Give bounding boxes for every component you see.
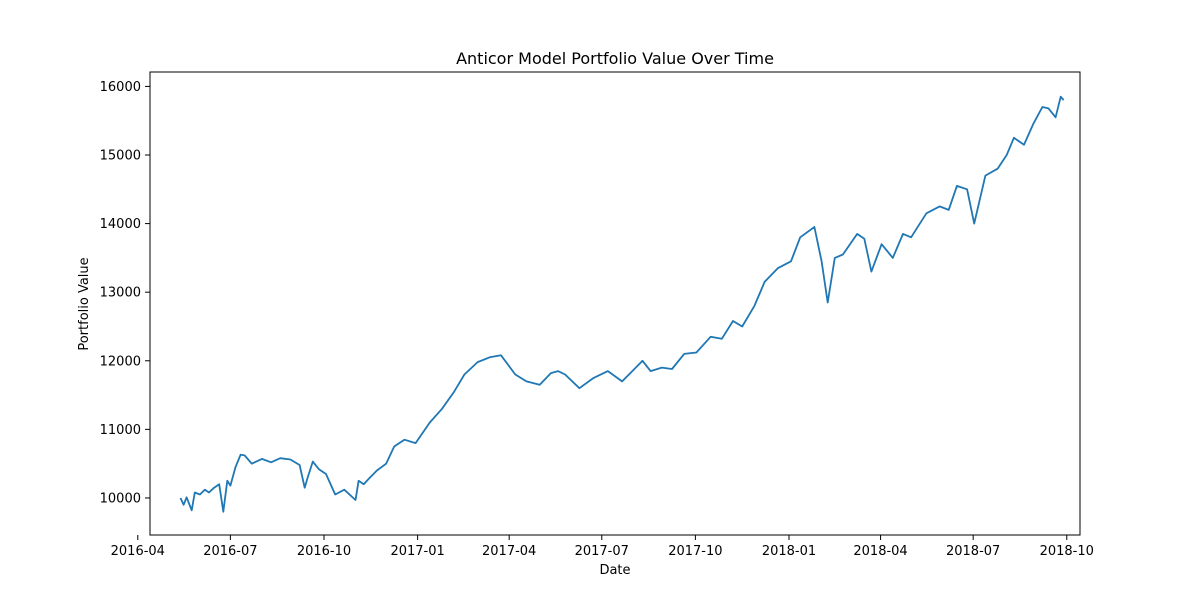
- y-tick-label: 10000: [100, 491, 141, 506]
- x-axis-ticks: 2016-04 2016-07 2016-10 2017-01 2017-04 2017-…: [111, 535, 1094, 559]
- y-axis-ticks: 10000 11000 12000 13000 14000 15000 16000: [100, 80, 150, 506]
- x-tick-label: 2016-10: [297, 544, 351, 559]
- chart-title: Anticor Model Portfolio Value Over Time: [456, 49, 774, 68]
- x-tick-label: 2017-01: [390, 544, 444, 559]
- y-tick-label: 14000: [100, 217, 141, 232]
- y-tick-label: 13000: [100, 286, 141, 301]
- portfolio-value-line: [179, 95, 1065, 513]
- x-tick-label: 2017-04: [482, 544, 536, 559]
- x-tick-label: 2018-04: [853, 544, 907, 559]
- x-tick-label: 2017-07: [575, 544, 629, 559]
- y-tick-label: 16000: [100, 80, 141, 95]
- x-tick-label: 2018-01: [762, 544, 816, 559]
- x-tick-label: 2018-10: [1040, 544, 1094, 559]
- plot-area: [149, 71, 1081, 536]
- y-tick-label: 15000: [100, 148, 141, 163]
- x-axis-label: Date: [599, 563, 630, 578]
- x-tick-label: 2016-04: [111, 544, 165, 559]
- y-tick-label: 11000: [100, 423, 141, 438]
- x-tick-label: 2018-07: [946, 544, 1000, 559]
- x-tick-label: 2017-10: [668, 544, 722, 559]
- plot-frame: [149, 71, 1081, 536]
- y-tick-label: 12000: [100, 354, 141, 369]
- y-axis-label: Portfolio Value: [77, 257, 92, 350]
- x-tick-label: 2016-07: [203, 544, 257, 559]
